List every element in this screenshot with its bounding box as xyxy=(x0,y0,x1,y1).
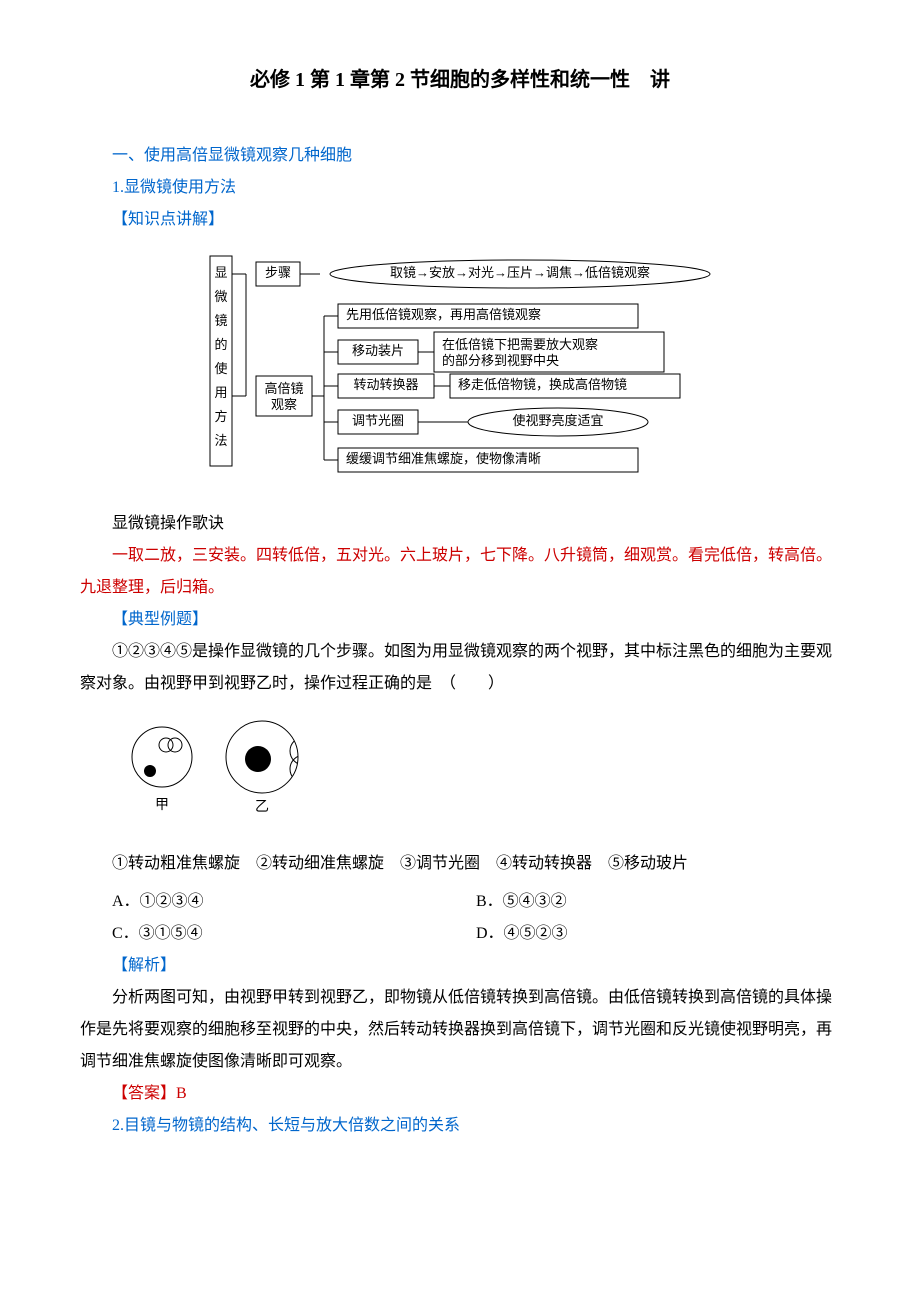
svg-text:法: 法 xyxy=(214,433,227,448)
options-line: ①转动粗准焦螺旋 ②转动细准焦螺旋 ③调节光圈 ④转动转换器 ⑤移动玻片 xyxy=(80,848,840,880)
svg-text:微: 微 xyxy=(214,289,227,304)
choice-a: A．①②③④ xyxy=(112,886,476,918)
views-figure: 甲乙 xyxy=(112,712,840,844)
page-title: 必修 1 第 1 章第 2 节细胞的多样性和统一性 讲 xyxy=(80,60,840,100)
songjue-body: 一取二放，三安装。四转低倍，五对光。六上玻片，七下降。八升镜筒，细观赏。看完低倍… xyxy=(80,540,840,604)
svg-text:缓缓调节细准焦螺旋，使物像清晰: 缓缓调节细准焦螺旋，使物像清晰 xyxy=(346,451,541,466)
svg-text:转动转换器: 转动转换器 xyxy=(353,377,418,392)
subheading-2: 2.目镜与物镜的结构、长短与放大倍数之间的关系 xyxy=(80,1110,840,1142)
svg-text:乙: 乙 xyxy=(255,799,269,815)
svg-text:高倍镜: 高倍镜 xyxy=(264,381,303,396)
svg-text:步骤: 步骤 xyxy=(265,265,291,280)
svg-text:在低倍镜下把需要放大观察: 在低倍镜下把需要放大观察 xyxy=(442,337,598,352)
question-text: ①②③④⑤是操作显微镜的几个步骤。如图为用显微镜观察的两个视野，其中标注黑色的细… xyxy=(80,636,840,700)
analysis-tag: 【解析】 xyxy=(80,950,840,982)
svg-text:用: 用 xyxy=(214,385,227,400)
answer-tag: 【答案】B xyxy=(80,1078,840,1110)
example-tag: 【典型例题】 xyxy=(80,604,840,636)
knowledge-tag: 【知识点讲解】 xyxy=(80,204,840,236)
svg-text:先用低倍镜观察，再用高倍镜观察: 先用低倍镜观察，再用高倍镜观察 xyxy=(346,307,541,322)
choice-b: B．⑤④③② xyxy=(476,886,840,918)
svg-text:的部分移到视野中央: 的部分移到视野中央 xyxy=(442,353,559,368)
subheading-1: 1.显微镜使用方法 xyxy=(80,172,840,204)
svg-text:显: 显 xyxy=(214,265,227,280)
choice-c: C．③①⑤④ xyxy=(112,918,476,950)
svg-text:移动装片: 移动装片 xyxy=(352,343,404,358)
svg-text:取镜→安放→对光→压片→调焦→低倍镜观察: 取镜→安放→对光→压片→调焦→低倍镜观察 xyxy=(390,265,650,280)
songjue-heading: 显微镜操作歌诀 xyxy=(80,508,840,540)
svg-text:使: 使 xyxy=(214,361,227,376)
svg-text:的: 的 xyxy=(214,337,227,352)
svg-text:使视野亮度适宜: 使视野亮度适宜 xyxy=(512,413,603,428)
choices-grid: A．①②③④ B．⑤④③② C．③①⑤④ D．④⑤②③ xyxy=(80,886,840,950)
svg-text:方: 方 xyxy=(214,409,227,424)
svg-text:甲: 甲 xyxy=(155,798,169,813)
svg-text:镜: 镜 xyxy=(214,313,227,328)
choice-d: D．④⑤②③ xyxy=(476,918,840,950)
analysis-body: 分析两图可知，由视野甲转到视野乙，即物镜从低倍镜转换到高倍镜。由低倍镜转换到高倍… xyxy=(80,982,840,1078)
section-heading: 一、使用高倍显微镜观察几种细胞 xyxy=(80,140,840,172)
microscope-diagram: 显微镜的使用方法 步骤 取镜→安放→对光→压片→调焦→低倍镜观察高倍镜观察 先用低倍镜… xyxy=(80,246,840,498)
svg-text:调节光圈: 调节光圈 xyxy=(352,413,404,428)
svg-text:观察: 观察 xyxy=(271,397,297,412)
svg-text:移走低倍物镜，换成高倍物镜: 移走低倍物镜，换成高倍物镜 xyxy=(458,377,627,392)
